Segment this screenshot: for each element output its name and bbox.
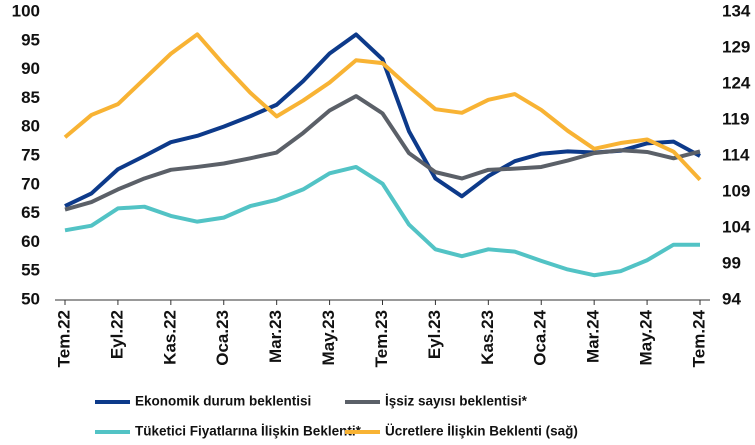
x-tick-label: Oca.23 [213, 310, 232, 366]
y-tick-label: 65 [21, 203, 40, 222]
x-tick-label: Eyl.22 [107, 310, 126, 359]
x-tick-label: Tem.22 [54, 310, 73, 367]
x-tick-label: Eyl.23 [425, 310, 444, 359]
y-tick-label: 85 [21, 88, 40, 107]
y2-tick-label: 104 [722, 217, 751, 236]
x-tick-label: Tem.23 [372, 310, 391, 367]
y-tick-label: 95 [21, 30, 40, 49]
series-line [64, 94, 701, 212]
y2-tick-label: 119 [722, 109, 749, 128]
y2-tick-label: 129 [722, 37, 750, 56]
x-tick-label: Tem.24 [689, 309, 708, 367]
legend-label: Tüketici Fiyatlarına İlişkin Beklenti* [135, 424, 362, 439]
y2-tick-label: 94 [722, 289, 741, 308]
y-tick-label: 100 [12, 1, 40, 20]
x-tick-label: May.23 [319, 310, 338, 365]
y-tick-label: 90 [21, 59, 40, 78]
x-tick-label: Kas.22 [160, 310, 179, 365]
y2-tick-label: 99 [722, 253, 741, 272]
y2-tick-label: 124 [722, 73, 751, 92]
y-tick-label: 50 [21, 289, 40, 308]
y-tick-label: 70 [21, 174, 40, 193]
x-tick-label: Oca.24 [531, 309, 550, 365]
y2-tick-label: 114 [722, 145, 750, 164]
legend-label: Ekonomik durum beklentisi [135, 394, 311, 409]
y-tick-label: 60 [21, 232, 40, 251]
y2-tick-label: 134 [722, 1, 751, 20]
series-line [64, 164, 700, 278]
x-tick-label: May.24 [637, 309, 656, 365]
legend-label: İşsiz sayısı beklentisi* [385, 394, 528, 409]
legend-label: Ücretlere İlişkin Beklenti (sağ) [385, 424, 578, 439]
y-tick-label: 55 [21, 261, 40, 280]
x-tick-label: Kas.23 [478, 310, 497, 365]
y2-tick-label: 109 [722, 181, 750, 200]
x-tick-label: Mar.24 [584, 309, 603, 362]
series-line [63, 32, 702, 182]
y-tick-label: 80 [21, 117, 40, 136]
series-line [64, 32, 701, 208]
x-tick-label: Mar.23 [266, 310, 285, 363]
y-tick-label: 75 [21, 145, 40, 164]
